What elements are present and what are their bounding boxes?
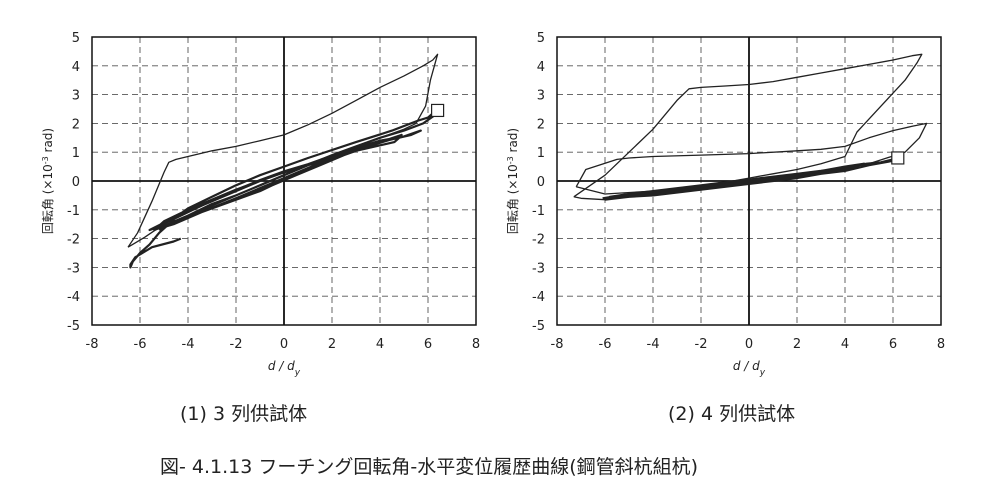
chart-right: 5 4 3 2 1 0 -1 -2 -3 -4 -5 -8 -6 -4 -2 0 2 4 6 8 d / dy 回転角 (… bbox=[506, 31, 946, 378]
y-tick-label: -2 bbox=[532, 233, 545, 248]
y-tick-label: -5 bbox=[532, 319, 545, 334]
x-tick-label: 2 bbox=[793, 337, 801, 352]
x-tick-label: 6 bbox=[424, 337, 432, 352]
y-tick-label: -5 bbox=[67, 319, 80, 334]
y-tick-label: 5 bbox=[537, 31, 545, 46]
x-tick-label: 0 bbox=[280, 337, 288, 352]
x-tick-label: -8 bbox=[551, 337, 564, 352]
plot-frame bbox=[91, 36, 477, 326]
y-tick-label: 4 bbox=[537, 60, 545, 75]
x-tick-label: -4 bbox=[182, 337, 195, 352]
end-marker bbox=[891, 151, 905, 165]
y-tick-label: 5 bbox=[72, 31, 80, 46]
x-tick-label: -6 bbox=[599, 337, 612, 352]
y-tick-label: 3 bbox=[72, 89, 80, 104]
x-tick-label: 2 bbox=[328, 337, 336, 352]
series-1-line bbox=[575, 122, 928, 195]
y-tick-label: 0 bbox=[537, 175, 545, 190]
x-tick-label: -8 bbox=[86, 337, 99, 352]
x-tick-label: 4 bbox=[376, 337, 384, 352]
x-tick-label: -2 bbox=[230, 337, 243, 352]
x-tick-label: -4 bbox=[647, 337, 660, 352]
y-tick-label: -3 bbox=[67, 261, 80, 276]
x-tick-label: 6 bbox=[889, 337, 897, 352]
y-tick-label: -1 bbox=[67, 204, 80, 219]
plot-frame bbox=[556, 36, 942, 326]
series-1-line bbox=[127, 53, 439, 248]
figure-caption: 図- 4.1.13 フーチング回転角-水平変位履歴曲線(鋼管斜杭組杭) bbox=[160, 456, 699, 478]
y-tick-label: 1 bbox=[537, 146, 545, 161]
x-tick-label: 8 bbox=[937, 337, 945, 352]
subcaption-left: (1) 3 列供試体 bbox=[180, 403, 308, 425]
x-axis-label: d / dy bbox=[733, 359, 766, 378]
y-tick-label: -4 bbox=[532, 290, 545, 305]
x-tick-label: 8 bbox=[472, 337, 480, 352]
y-axis-label: 回転角 (×10-3 rad) bbox=[41, 128, 56, 234]
y-tick-label: -2 bbox=[67, 233, 80, 248]
y-tick-label: 3 bbox=[537, 89, 545, 104]
y-tick-label: -4 bbox=[67, 290, 80, 305]
x-tick-label: -2 bbox=[695, 337, 708, 352]
y-tick-label: 1 bbox=[72, 146, 80, 161]
series-2-line bbox=[573, 53, 923, 201]
y-axis-label: 回転角 (×10-3 rad) bbox=[506, 128, 521, 234]
y-tick-label: -1 bbox=[532, 204, 545, 219]
chart-left: 5 4 3 2 1 0 -1 -2 -3 -4 -5 -8 -6 -4 -2 0 2 4 6 8 d / dy 回転角 (… bbox=[41, 31, 481, 378]
end-marker bbox=[431, 103, 445, 118]
x-tick-label: -6 bbox=[134, 337, 147, 352]
subcaption-right: (2) 4 列供試体 bbox=[668, 403, 796, 425]
y-tick-label: 2 bbox=[72, 117, 80, 132]
series-0-line bbox=[129, 109, 437, 269]
x-axis-label: d / dy bbox=[268, 359, 301, 378]
x-tick-label: 4 bbox=[841, 337, 849, 352]
x-tick-label: 0 bbox=[745, 337, 753, 352]
y-tick-label: 0 bbox=[72, 175, 80, 190]
y-tick-label: -3 bbox=[532, 261, 545, 276]
y-tick-label: 4 bbox=[72, 60, 80, 75]
y-tick-label: 2 bbox=[537, 117, 545, 132]
